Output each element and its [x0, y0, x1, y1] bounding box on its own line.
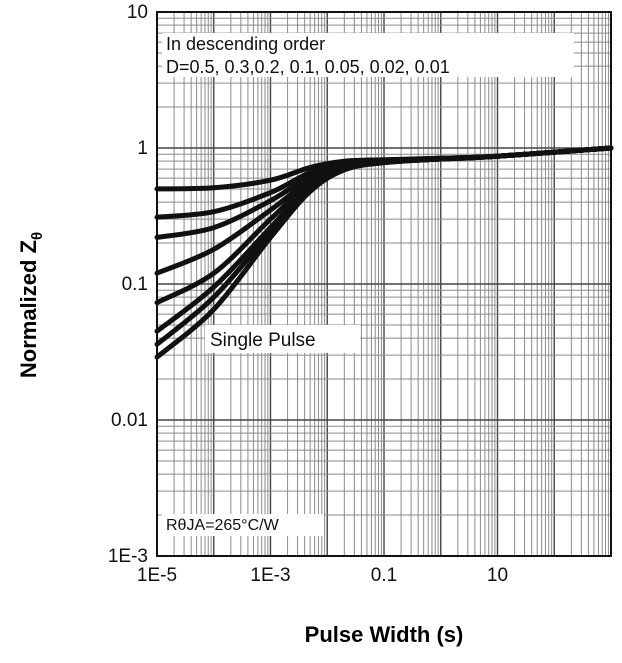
rthja-label-box: [162, 514, 324, 536]
plot-border: [156, 11, 612, 557]
y-tick-label: 10: [127, 2, 148, 23]
plot-frame: [156, 11, 612, 557]
x-tick-label: 0.1: [371, 565, 397, 586]
series-lines: [154, 145, 614, 360]
y-tick-label: 1: [137, 138, 148, 159]
single-pulse-label-box: [205, 325, 360, 353]
order-note-box: [162, 33, 574, 77]
y-axis-label-subscript: θ: [29, 232, 46, 240]
series-line-8: [154, 145, 614, 360]
single-pulse-label: Single Pulse: [210, 330, 316, 351]
x-tick-label: 1E-3: [250, 565, 290, 586]
rthja-label: RθJA=265°C/W: [166, 517, 280, 534]
annotations: In descending order D=0.5, 0.3,0.2, 0.1,…: [162, 33, 574, 536]
y-tick-label: 1E-3: [108, 546, 148, 567]
y-tick-label: 0.01: [111, 410, 148, 431]
x-tick-label: 1E-5: [137, 565, 177, 586]
y-tick-label: 0.1: [122, 274, 148, 295]
y-axis-label-main: Normalized Z: [16, 240, 41, 378]
x-tick-label: 10: [487, 565, 508, 586]
x-axis-label: Pulse Width (s): [305, 622, 464, 647]
order-note-line2: D=0.5, 0.3,0.2, 0.1, 0.05, 0.02, 0.01: [166, 57, 450, 77]
y-axis-label: Normalized Zθ: [16, 232, 46, 378]
order-note-line1: In descending order: [166, 34, 325, 54]
